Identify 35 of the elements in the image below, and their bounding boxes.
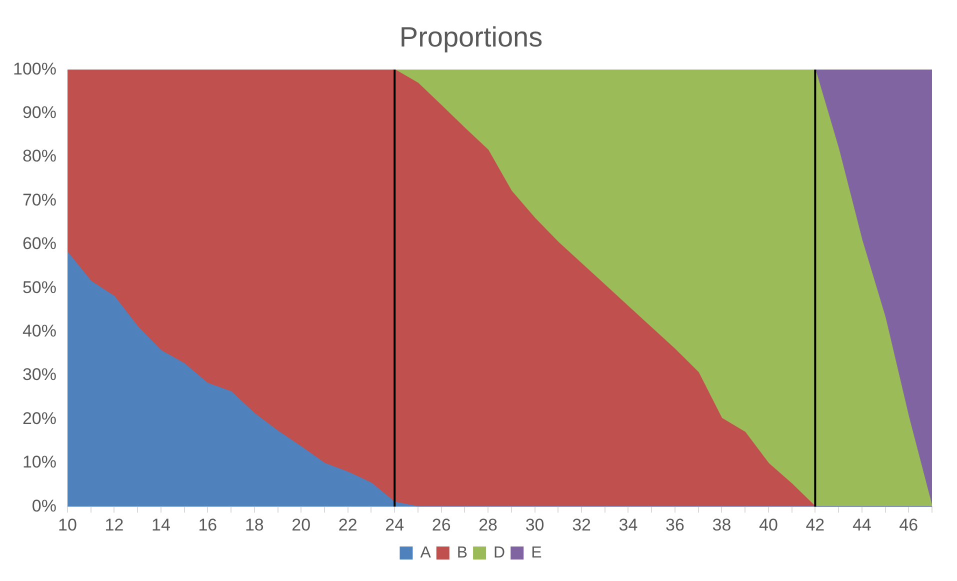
x-tick-label: 16 — [198, 515, 218, 534]
y-tick-label: 90% — [22, 102, 56, 122]
x-tick-label: 10 — [58, 515, 77, 534]
x-tick-label: 34 — [618, 515, 638, 534]
x-tick-label: 26 — [432, 515, 451, 534]
y-tick-label: 40% — [22, 321, 56, 340]
y-tick-label: 0% — [32, 496, 56, 516]
legend-label: E — [531, 544, 542, 562]
x-tick-label: 24 — [385, 515, 404, 534]
x-tick-label: 28 — [478, 515, 498, 534]
legend-label: D — [494, 544, 506, 562]
x-tick-label: 18 — [244, 515, 264, 534]
x-tick-label: 14 — [151, 515, 170, 534]
y-tick-label: 60% — [22, 234, 56, 254]
y-tick-label: 70% — [22, 190, 56, 210]
x-tick-label: 30 — [525, 515, 544, 534]
legend-label: A — [420, 544, 432, 562]
y-tick-label: 50% — [22, 278, 56, 297]
x-tick-label: 38 — [712, 515, 732, 534]
x-tick-label: 20 — [292, 515, 311, 534]
y-tick-label: 20% — [22, 408, 56, 428]
legend-label: B — [456, 544, 468, 562]
x-tick-label: 36 — [666, 515, 684, 534]
x-tick-label: 46 — [899, 515, 918, 534]
x-tick-label: 32 — [572, 515, 591, 534]
y-tick-label: 30% — [22, 365, 56, 384]
x-tick-label: 42 — [806, 515, 825, 534]
x-tick-label: 40 — [758, 515, 778, 534]
x-tick-label: 22 — [338, 515, 358, 534]
y-tick-label: 100% — [12, 59, 56, 78]
y-tick-label: 10% — [22, 452, 56, 472]
y-tick-label: 80% — [22, 146, 56, 166]
chart-title: Proportions — [399, 22, 543, 53]
x-tick-label: 12 — [104, 515, 124, 534]
x-tick-label: 44 — [852, 515, 872, 534]
